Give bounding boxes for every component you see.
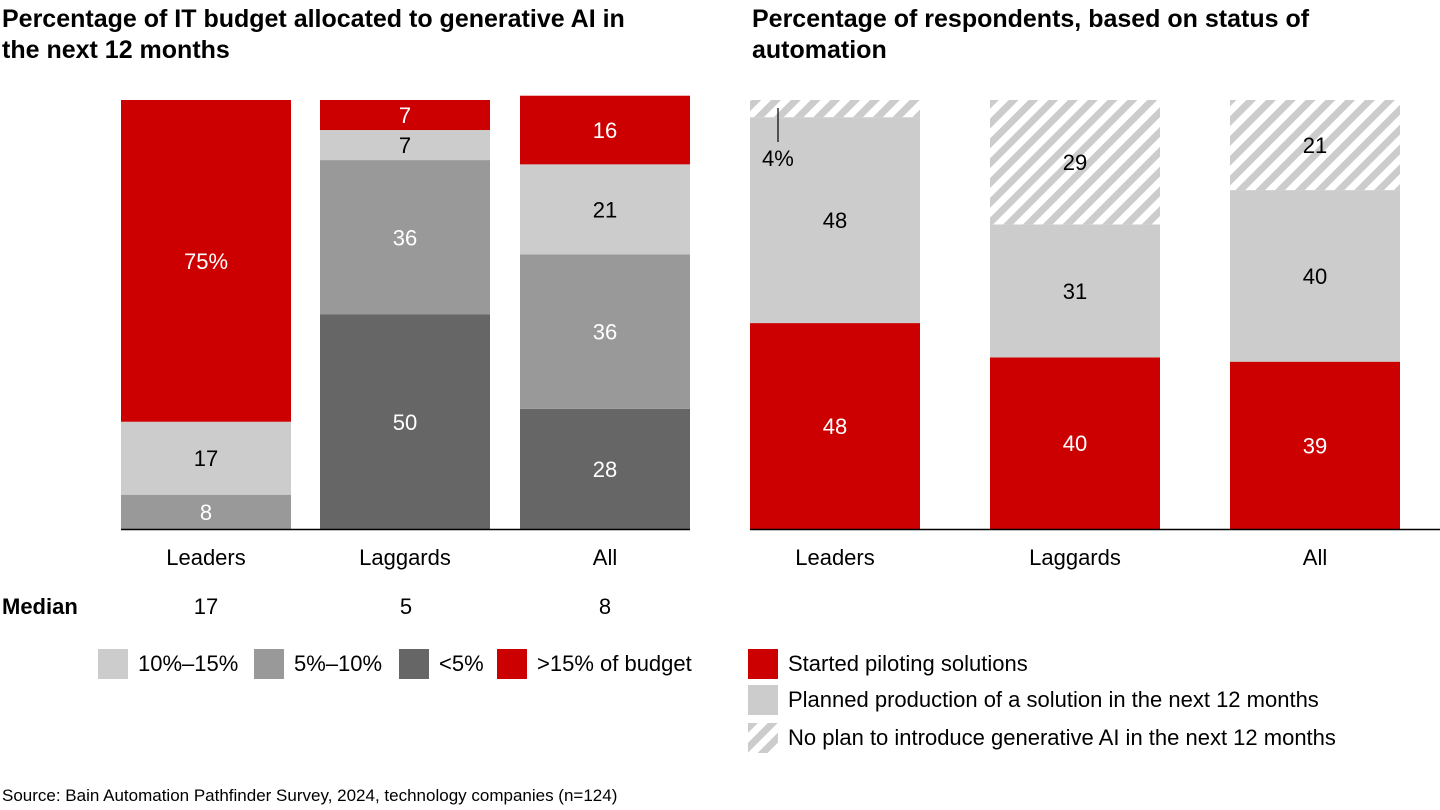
legend-item-planned-production: Planned production of a solution in the … xyxy=(748,685,1319,715)
legend-swatch-dark-gray xyxy=(399,649,429,679)
source-note: Source: Bain Automation Pathfinder Surve… xyxy=(2,786,618,805)
data-label: 40 xyxy=(1303,264,1327,289)
data-label: 31 xyxy=(1063,279,1087,304)
legend-label: No plan to introduce generative AI in th… xyxy=(788,725,1336,750)
bar-segment-budget-all-2 xyxy=(520,164,690,255)
left-chart-title: Percentage of IT budget allocated to gen… xyxy=(2,5,625,64)
data-label: 7 xyxy=(399,103,411,128)
median-value-leaders: 17 xyxy=(193,594,219,619)
bar-segment-budget-laggards-1 xyxy=(320,160,490,315)
data-label: 36 xyxy=(593,320,617,345)
category-label-leaders: Leaders xyxy=(795,545,875,570)
data-label: 17 xyxy=(194,446,218,471)
bar-segment-status-all-0 xyxy=(1230,361,1400,529)
legend-item-gt15: >15% of budget xyxy=(497,649,692,679)
data-label: 36 xyxy=(393,225,417,250)
data-label: 16 xyxy=(593,118,617,143)
data-label: 28 xyxy=(593,457,617,482)
data-label: 48 xyxy=(823,414,847,439)
legend-label: 10%–15% xyxy=(138,651,239,676)
median-value-laggards: 5 xyxy=(399,594,413,619)
legend-swatch-light-gray xyxy=(748,685,778,715)
stacked-bar-charts: 8 17 75% Leaders 50 36 7 7 Laggards 28 36 21 16 All 48… xyxy=(121,95,1440,570)
legend-label: <5% xyxy=(439,651,484,676)
data-label: 4% xyxy=(762,146,794,171)
bar-segment-budget-leaders-1 xyxy=(121,494,291,529)
category-label-all: All xyxy=(1303,545,1327,570)
right-chart-title: Percentage of respondents, based on stat… xyxy=(752,5,1310,64)
data-label: 21 xyxy=(593,197,617,222)
median-label: Median xyxy=(2,594,78,619)
bar-segment-status-leaders-2 xyxy=(750,100,920,118)
bar-segment-budget-leaders-2 xyxy=(121,421,291,495)
median-value-all: 8 xyxy=(598,594,612,619)
bar-segment-budget-all-3 xyxy=(520,95,690,165)
bar-segment-budget-all-0 xyxy=(520,408,690,529)
category-label-leaders: Leaders xyxy=(166,545,246,570)
legend-swatch-red xyxy=(497,649,527,679)
data-label: 8 xyxy=(200,500,212,525)
legend-swatch-light-gray xyxy=(98,649,128,679)
data-label: 40 xyxy=(1063,431,1087,456)
bar-segment-status-leaders-0 xyxy=(750,323,920,529)
bar-segment-status-leaders-1 xyxy=(750,117,920,324)
bar-segment-status-laggards-1 xyxy=(990,224,1160,358)
bar-segment-status-laggards-2 xyxy=(990,100,1160,225)
bar-segment-budget-laggards-2 xyxy=(320,130,490,161)
bar-segment-budget-leaders-3 xyxy=(121,100,291,422)
legend-label: Planned production of a solution in the … xyxy=(788,687,1319,712)
legend-swatch-mid-gray xyxy=(254,649,284,679)
legend-label: Started piloting solutions xyxy=(788,651,1028,676)
bar-segment-status-all-1 xyxy=(1230,190,1400,362)
legend-label: >15% of budget xyxy=(537,651,692,676)
legend-item-lt5: <5% xyxy=(399,649,484,679)
data-label: 48 xyxy=(823,208,847,233)
category-label-laggards: Laggards xyxy=(359,545,451,570)
bar-segment-status-laggards-0 xyxy=(990,357,1160,529)
data-label: 7 xyxy=(399,133,411,158)
bar-segment-budget-laggards-0 xyxy=(320,314,490,529)
data-label: 39 xyxy=(1303,433,1327,458)
legend-item-no-plan: No plan to introduce generative AI in th… xyxy=(748,723,1336,753)
bar-segment-budget-laggards-3 xyxy=(320,100,490,131)
data-label: 21 xyxy=(1303,133,1327,158)
legend-swatch-red xyxy=(748,649,778,679)
legend-item-10-15: 10%–15% xyxy=(98,649,238,679)
bar-segment-status-all-2 xyxy=(1230,100,1400,191)
legend-item-5-10: 5%–10% xyxy=(254,649,382,679)
legend-item-started-piloting: Started piloting solutions xyxy=(748,649,1028,679)
category-label-all: All xyxy=(593,545,617,570)
data-label: 29 xyxy=(1063,150,1087,175)
legend-swatch-hatched xyxy=(748,723,778,753)
bar-segment-budget-all-1 xyxy=(520,254,690,409)
data-label: 75% xyxy=(184,249,228,274)
legend-label: 5%–10% xyxy=(294,651,383,676)
category-label-laggards: Laggards xyxy=(1029,545,1121,570)
data-label: 50 xyxy=(393,410,417,435)
